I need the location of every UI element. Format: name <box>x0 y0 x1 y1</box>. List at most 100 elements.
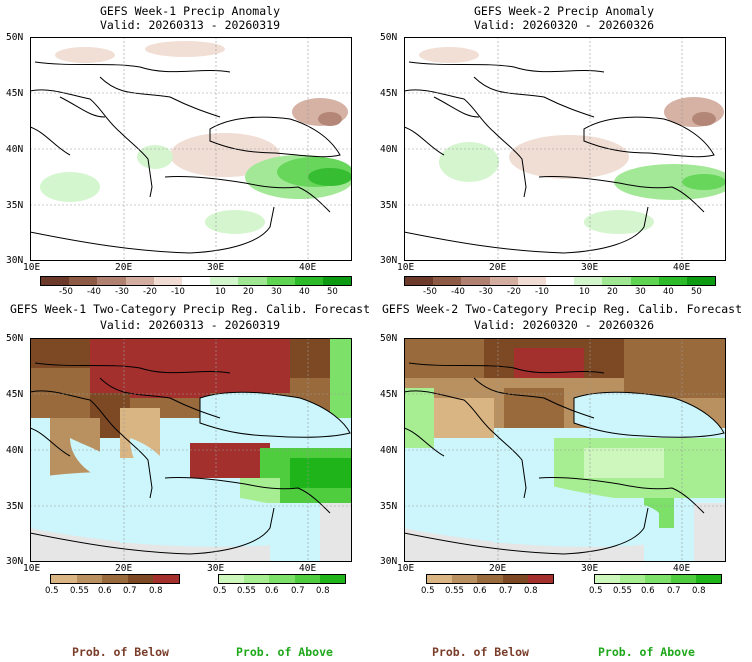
colorbar-tick: 0.6 <box>641 586 655 596</box>
lat-label: 30N <box>6 255 24 266</box>
colorbar-tick: 0.5 <box>589 586 603 596</box>
coastlines <box>404 362 725 555</box>
colorbar-tick: 0.55 <box>70 586 89 596</box>
colorbar-cell <box>461 277 490 285</box>
colorbar-cell <box>219 575 245 583</box>
colorbar-tick: 20 <box>243 287 254 297</box>
lat-label: 40N <box>6 445 24 456</box>
colorbar-cell <box>427 575 453 583</box>
colorbar-cell <box>686 277 716 285</box>
lon-label: 40E <box>673 563 691 574</box>
footer-prob-above-right: Prob. of Above <box>598 645 695 659</box>
colorbar-tick: -50 <box>423 287 437 297</box>
prob-below-colorbar-right <box>426 574 554 584</box>
prob-below-colorbar-left <box>50 574 180 584</box>
colorbar-cell <box>670 575 696 583</box>
colorbar-tick: 0.5 <box>45 586 59 596</box>
gridlines <box>30 338 352 562</box>
anomaly-shading <box>40 41 352 234</box>
colorbar-cell <box>153 277 182 285</box>
colorbar-tick: 0.7 <box>123 586 137 596</box>
coastlines <box>30 362 351 555</box>
gridlines <box>404 37 726 261</box>
colorbar-cell <box>127 575 154 583</box>
colorbar-cell <box>76 575 103 583</box>
colorbar-cell <box>41 277 70 285</box>
colorbar-tick: 0.8 <box>692 586 706 596</box>
lon-label: 20E <box>115 563 133 574</box>
colorbar-cell <box>102 575 128 583</box>
colorbar-cell <box>294 575 320 583</box>
colorbar-cell <box>269 575 295 583</box>
lon-label: 10E <box>397 563 415 574</box>
colorbar-cell <box>405 277 434 285</box>
footer-prob-above-left: Prob. of Above <box>236 645 333 659</box>
colorbar-tick: 0.6 <box>473 586 487 596</box>
colorbar-tick: 50 <box>327 287 338 297</box>
footer-prob-below-right: Prob. of Below <box>432 645 529 659</box>
lat-label: 35N <box>6 501 24 512</box>
lat-label: 45N <box>380 389 398 400</box>
colorbar-cell <box>620 575 646 583</box>
coastlines <box>30 61 341 254</box>
lon-label: 20E <box>489 262 507 273</box>
colorbar-cell <box>477 575 503 583</box>
panel-title-week1-anomaly: GEFS Week-1 Precip Anomaly <box>99 4 280 18</box>
colorbar-cell <box>658 277 687 285</box>
lat-label: 30N <box>380 556 398 567</box>
colorbar-tick: -20 <box>507 287 521 297</box>
colorbar-tick: 0.8 <box>524 586 538 596</box>
lon-label: 10E <box>23 563 41 574</box>
colorbar-cell <box>210 277 239 285</box>
lon-label: 30E <box>581 563 599 574</box>
gridlines <box>404 338 726 562</box>
map-week1-twocat <box>30 338 352 562</box>
lat-label: 50N <box>6 333 24 344</box>
colorbar-tick: -40 <box>451 287 465 297</box>
colorbar-cell <box>319 575 346 583</box>
lat-label: 45N <box>6 88 24 99</box>
colorbar-tick: 20 <box>607 287 618 297</box>
coastlines <box>404 61 715 254</box>
colorbar-cell <box>244 575 270 583</box>
colorbar-tick: -10 <box>535 287 549 297</box>
colorbar-cell <box>238 277 267 285</box>
colorbar-tick: 40 <box>299 287 310 297</box>
prob-shading <box>404 338 726 562</box>
colorbar-tick: 0.7 <box>499 586 513 596</box>
colorbar-cell <box>574 277 603 285</box>
colorbar-tick: -30 <box>479 287 493 297</box>
colorbar-tick: 0.55 <box>237 586 256 596</box>
colorbar-cell <box>153 575 179 583</box>
colorbar-cell <box>630 277 659 285</box>
colorbar-tick: 0.6 <box>98 586 112 596</box>
colorbar-cell <box>181 277 211 285</box>
prob-above-colorbar-right <box>594 574 722 584</box>
colorbar-cell <box>602 277 631 285</box>
lat-label: 40N <box>6 144 24 155</box>
colorbar-cell <box>645 575 671 583</box>
lat-label: 40N <box>380 445 398 456</box>
colorbar-tick: 30 <box>635 287 646 297</box>
colorbar-tick: 50 <box>691 287 702 297</box>
panel-title-week1-twocat: GEFS Week-1 Two-Category Precip Reg. Cal… <box>9 302 371 316</box>
lon-label: 40E <box>299 563 317 574</box>
lon-label: 40E <box>673 262 691 273</box>
lat-label: 30N <box>380 255 398 266</box>
lat-label: 50N <box>6 32 24 43</box>
colorbar-cell <box>545 277 575 285</box>
colorbar-cell <box>517 277 546 285</box>
colorbar-cell <box>51 575 77 583</box>
colorbar-cell <box>695 575 722 583</box>
colorbar-tick: 0.8 <box>316 586 330 596</box>
map-week2-twocat <box>404 338 726 562</box>
lat-label: 50N <box>380 333 398 344</box>
panel-valid-week1-anomaly: Valid: 20260313 - 20260319 <box>99 18 280 32</box>
colorbar-tick: 0.6 <box>265 586 279 596</box>
lat-label: 30N <box>6 556 24 567</box>
sea <box>30 392 350 547</box>
map-week2-anomaly <box>404 37 726 261</box>
lat-label: 50N <box>380 32 398 43</box>
colorbar-tick: 10 <box>215 287 226 297</box>
colorbar-cell <box>502 575 528 583</box>
